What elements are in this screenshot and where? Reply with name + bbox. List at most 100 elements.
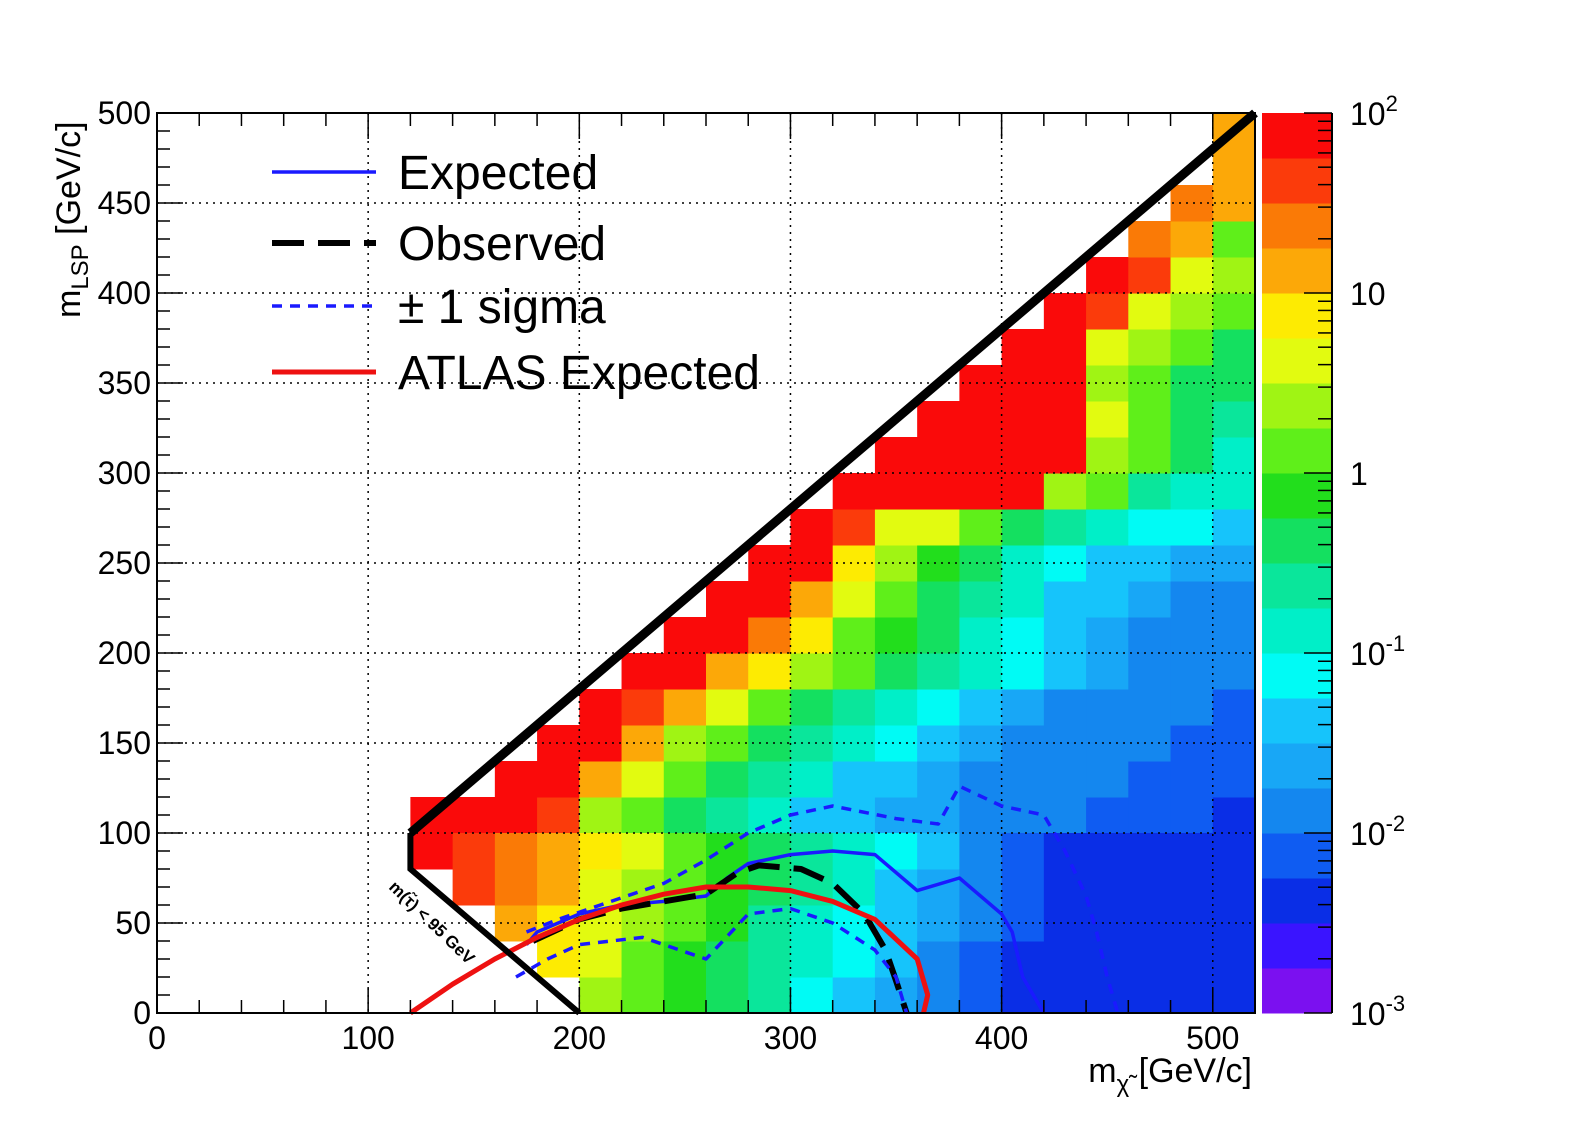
heatmap-cell (1001, 581, 1045, 618)
heatmap-cell (1086, 365, 1129, 402)
heatmap-cell (621, 797, 665, 834)
heatmap-cell (452, 797, 496, 834)
heatmap-cell (832, 545, 876, 582)
heatmap-cell (1170, 797, 1214, 834)
y-tick-label: 100 (98, 815, 151, 851)
legend-label: ± 1 sigma (398, 281, 606, 334)
colorbar-swatch (1262, 923, 1332, 969)
heatmap-cell (1086, 545, 1129, 582)
heatmap-cell (874, 545, 918, 582)
heatmap-cell (1086, 509, 1129, 546)
heatmap-cell (706, 617, 749, 654)
heatmap-cell (1001, 725, 1045, 762)
y-axis-title: mLSP [GeV/c] (50, 121, 94, 318)
heatmap-cell (1212, 689, 1256, 726)
colorbar-swatch (1262, 878, 1332, 924)
heatmap-cell (1170, 617, 1214, 654)
heatmap-cell (452, 833, 496, 870)
heatmap-cell (1001, 401, 1045, 438)
heatmap-cell (959, 437, 1003, 474)
heatmap-cell (959, 653, 1003, 690)
colorbar-swatch (1262, 698, 1332, 744)
colorbar-swatch (1262, 968, 1332, 1014)
colorbar-tick-base: 10 (1350, 96, 1386, 132)
heatmap-cell (1212, 149, 1256, 186)
heatmap-cell (1086, 869, 1129, 906)
heatmap-cell (579, 689, 623, 726)
heatmap-cell (917, 905, 960, 942)
heatmap-cell (494, 761, 538, 798)
heatmap-cell (1128, 221, 1172, 258)
heatmap-cell (579, 977, 623, 1014)
heatmap-cell (874, 653, 918, 690)
heatmap-cell (1043, 293, 1087, 330)
heatmap-cell (1043, 509, 1087, 546)
heatmap-cell (959, 689, 1003, 726)
colorbar-swatch (1262, 428, 1332, 474)
heatmap-cell (1128, 725, 1172, 762)
heatmap-cell (1170, 941, 1214, 978)
y-tick-label: 350 (98, 365, 151, 401)
heatmap-cell (706, 761, 749, 798)
heatmap-cell (1170, 293, 1214, 330)
heatmap-cell (1086, 833, 1129, 870)
heatmap-cell (874, 509, 918, 546)
heatmap-cell (832, 653, 876, 690)
heatmap-cell (1170, 869, 1214, 906)
heatmap-cell (874, 725, 918, 762)
heatmap-cell (917, 761, 960, 798)
heatmap-cell (832, 761, 876, 798)
x-tick-label: 200 (553, 1020, 606, 1056)
heatmap-cell (832, 941, 876, 978)
heatmap-cell (917, 401, 960, 438)
colorbar-swatch (1262, 473, 1332, 519)
colorbar-tick-exponent: -3 (1386, 991, 1406, 1016)
heatmap-cell (1001, 365, 1045, 402)
heatmap-cell (917, 617, 960, 654)
heatmap-cells (410, 113, 1256, 1014)
heatmap-cell (1128, 797, 1172, 834)
heatmap-cell (959, 581, 1003, 618)
heatmap-cell (1170, 581, 1214, 618)
colorbar-tick-label: 10-2 (1350, 811, 1405, 852)
colorbar-tick-base: 10 (1350, 816, 1386, 852)
heatmap-cell (1170, 221, 1214, 258)
heatmap-cell (1128, 977, 1172, 1014)
heatmap-cell (790, 977, 834, 1014)
heatmap-cell (832, 797, 876, 834)
colorbar-swatch (1262, 203, 1332, 249)
heatmap-cell (579, 941, 623, 978)
heatmap-cell (790, 617, 834, 654)
heatmap-cell (1212, 869, 1256, 906)
heatmap-cell (748, 689, 791, 726)
heatmap-cell (706, 581, 749, 618)
x-axis-title-main: m (1088, 1052, 1116, 1090)
colorbar-tick-base: 10 (1350, 276, 1386, 312)
x-axis-title: mχ̃ [GeV/c] (1088, 1052, 1252, 1098)
heatmap-cell (1212, 797, 1256, 834)
heatmap-cell (1170, 725, 1214, 762)
heatmap-cell (1170, 365, 1214, 402)
heatmap-cell (1043, 401, 1087, 438)
heatmap-cell (790, 761, 834, 798)
heatmap-cell (1043, 977, 1087, 1014)
heatmap-cell (1086, 581, 1129, 618)
heatmap-cell (1170, 473, 1214, 510)
heatmap-cell (1043, 869, 1087, 906)
y-tick-label: 150 (98, 725, 151, 761)
heatmap-cell (537, 833, 580, 870)
heatmap-cell (663, 905, 707, 942)
heatmap-cell (1128, 365, 1172, 402)
heatmap-cell (1212, 437, 1256, 474)
heatmap-cell (748, 905, 791, 942)
heatmap-cell (1001, 689, 1045, 726)
heatmap-cell (579, 761, 623, 798)
heatmap-cell (1170, 329, 1214, 366)
heatmap-cell (959, 941, 1003, 978)
heatmap-cell (1043, 365, 1087, 402)
heatmap-cell (621, 761, 665, 798)
heatmap-cell (1128, 545, 1172, 582)
heatmap-cell (1128, 473, 1172, 510)
heatmap-cell (748, 977, 791, 1014)
heatmap-cell (748, 941, 791, 978)
